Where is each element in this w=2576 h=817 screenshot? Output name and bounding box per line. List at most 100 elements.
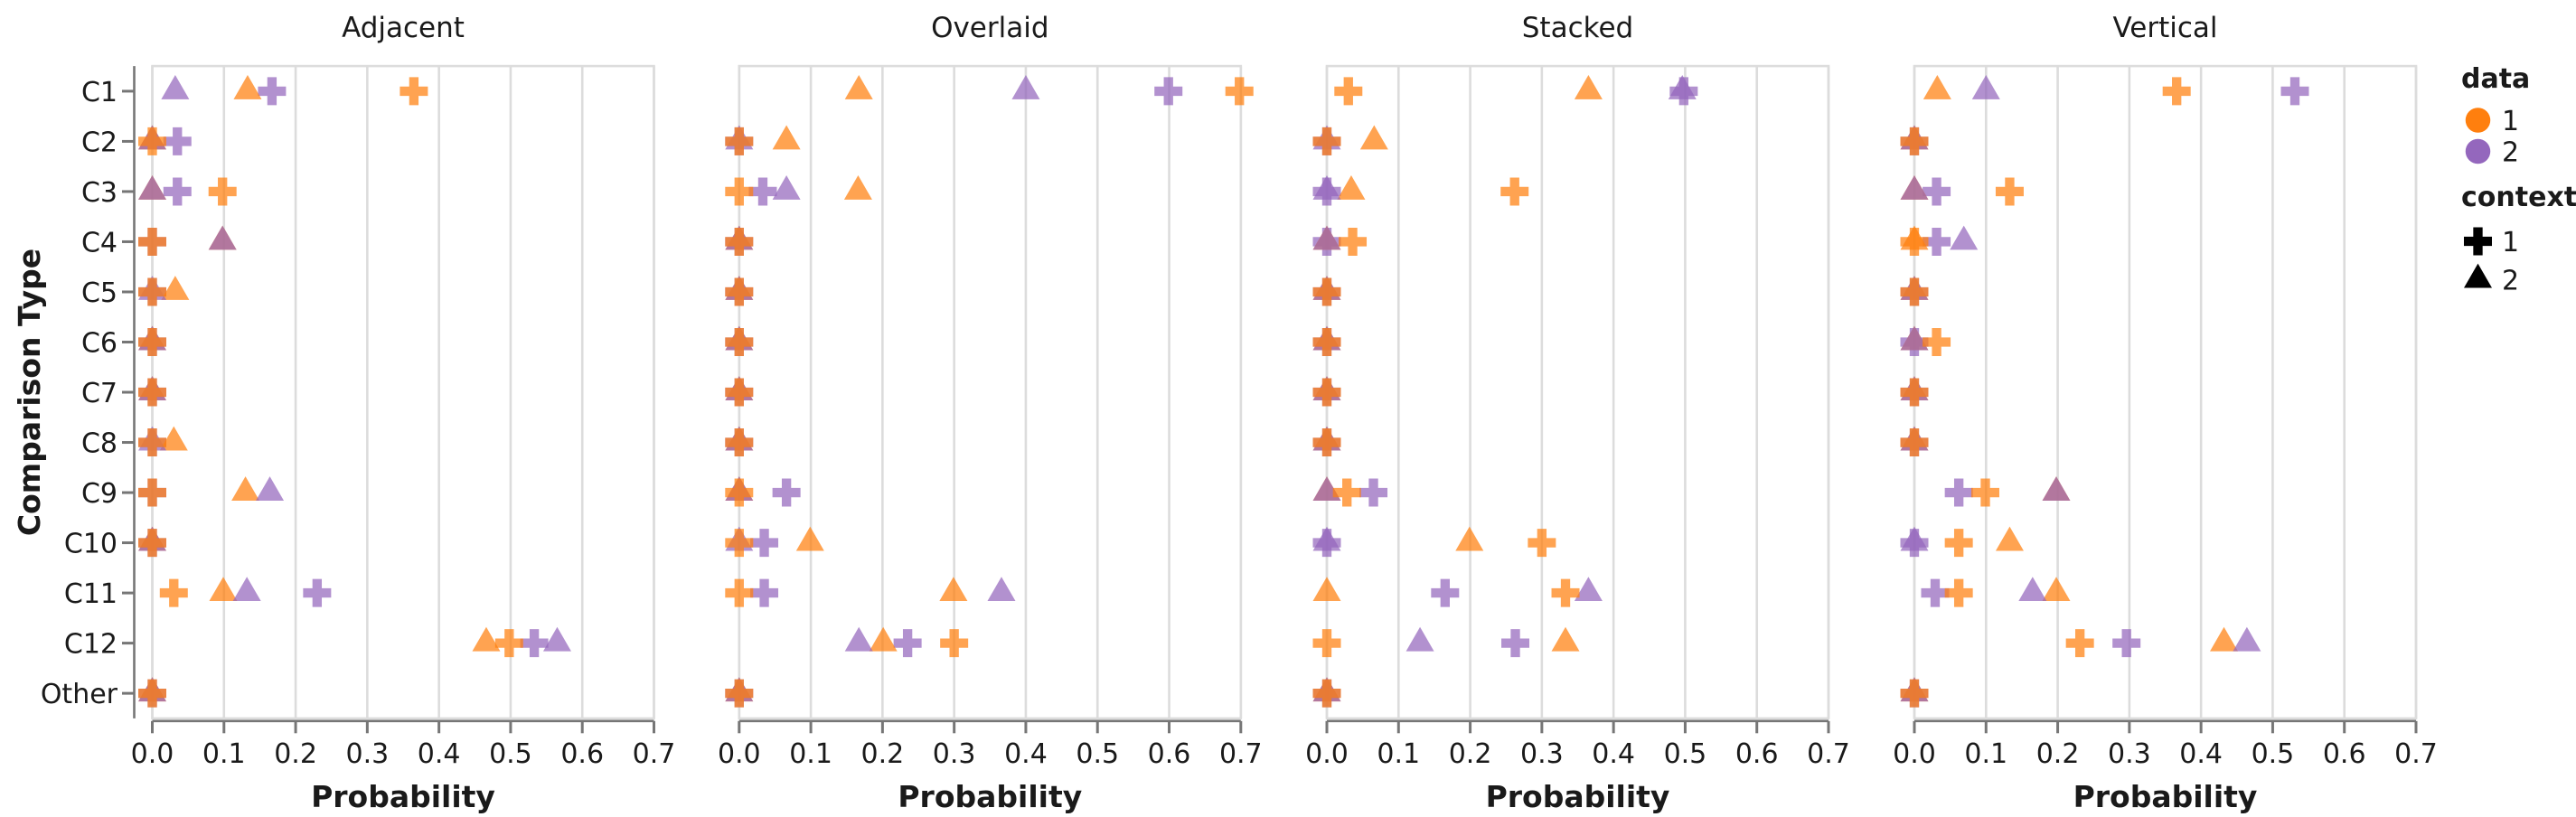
panel-border <box>151 64 655 720</box>
x-tick-label: 0.1 <box>789 738 832 770</box>
data-point-plus <box>1923 227 1951 256</box>
data-point-triangle <box>2233 626 2261 652</box>
data-point-plus <box>1312 679 1341 708</box>
data-point-triangle <box>138 175 166 200</box>
data-point-triangle <box>208 225 237 250</box>
x-tick-label: 0.5 <box>1076 738 1119 770</box>
data-point-triangle <box>256 476 285 502</box>
x-tick-label: 0.3 <box>345 738 389 770</box>
series-data2_context2 <box>1900 75 2261 702</box>
data-point-triangle <box>161 276 190 300</box>
facet-title: Overlaid <box>931 12 1048 44</box>
x-tick-label: 0.6 <box>1735 738 1779 770</box>
x-axis-label: Probability <box>2073 779 2258 813</box>
x-tick-label: 0.3 <box>2108 738 2151 770</box>
data-point-plus <box>138 428 166 457</box>
panel-vertical: Vertical 0.0 0.1 0.2 0.3 0.4 0.5 0.6 0.7 Probabil… <box>1893 12 2438 814</box>
x-tick-label: 0.1 <box>1377 738 1420 770</box>
data-point-triangle <box>844 75 873 99</box>
x-tick-label: 0.4 <box>1004 738 1048 770</box>
data-point-plus <box>2280 77 2309 106</box>
data-point-plus <box>520 629 549 658</box>
data-point-plus <box>138 328 166 356</box>
data-point-triangle <box>542 626 571 652</box>
data-point-triangle <box>209 577 238 602</box>
data-point-plus <box>1312 428 1341 457</box>
data-point-triangle <box>1337 175 1366 200</box>
data-point-triangle <box>1971 75 2000 99</box>
series-data1_context2 <box>138 75 501 702</box>
x-tick-label: 0.4 <box>1592 738 1635 770</box>
data-point-plus <box>1900 679 1929 708</box>
data-point-triangle <box>869 626 898 652</box>
data-point-plus <box>2065 629 2094 658</box>
data-point-triangle <box>1406 626 1434 652</box>
data-point-plus <box>138 227 166 256</box>
data-point-plus <box>138 478 166 507</box>
legend-plus-icon <box>2464 227 2492 256</box>
data-point-plus <box>163 127 192 155</box>
legend-label: 2 <box>2502 266 2519 297</box>
data-point-triangle <box>987 577 1016 602</box>
data-point-plus <box>159 578 188 607</box>
data-point-triangle <box>233 75 262 99</box>
data-point-plus <box>748 177 777 206</box>
data-point-plus <box>400 77 428 106</box>
data-point-triangle <box>2018 577 2047 602</box>
data-point-plus <box>1312 629 1341 658</box>
data-point-plus <box>940 629 969 658</box>
series-data1_context2 <box>1312 75 1603 702</box>
panel-border <box>1913 64 2418 720</box>
data-point-plus <box>1312 328 1341 356</box>
legend-label: 1 <box>2502 106 2519 137</box>
x-axis-label: Probability <box>898 779 1082 813</box>
data-point-triangle <box>1668 75 1697 99</box>
data-point-triangle <box>939 577 968 602</box>
data-point-plus <box>1551 578 1580 607</box>
y-tick-label: C8 <box>81 428 118 460</box>
data-point-plus <box>208 177 237 206</box>
data-point-plus <box>1970 478 1999 507</box>
data-point-triangle <box>2042 577 2071 602</box>
data-point-triangle <box>1312 225 1341 250</box>
x-tick-label: 0.2 <box>2036 738 2080 770</box>
data-point-plus <box>1995 177 2024 206</box>
series-data2_context1 <box>138 77 549 708</box>
data-point-plus <box>1339 227 1368 256</box>
data-point-plus <box>1900 127 1929 155</box>
x-tick-label: 0.0 <box>718 738 761 770</box>
data-point-triangle <box>1995 526 2024 551</box>
data-point-triangle <box>161 75 190 99</box>
facet-title: Vertical <box>2112 12 2217 44</box>
data-point-plus <box>1944 529 1973 558</box>
data-point-plus <box>725 478 754 507</box>
panels-group: Adjacent 0.0 0.1 0.2 0.3 0.4 0.5 0.6 0.7 Probabil… <box>41 12 2438 814</box>
data-point-triangle <box>2042 476 2071 502</box>
data-point-plus <box>1225 77 1254 106</box>
y-tick-label: C11 <box>64 578 118 610</box>
data-point-triangle <box>795 526 824 551</box>
data-point-triangle <box>1923 75 1951 99</box>
y-tick-label: C1 <box>81 77 118 108</box>
data-point-triangle <box>1011 75 1040 99</box>
x-tick-label: 0.3 <box>933 738 976 770</box>
data-point-plus <box>750 578 779 607</box>
x-tick-label: 0.0 <box>131 738 174 770</box>
data-point-triangle <box>1950 225 1979 250</box>
data-point-plus <box>750 529 779 558</box>
data-point-plus <box>1500 177 1529 206</box>
panel-border <box>1325 64 1830 720</box>
data-point-plus <box>1921 578 1950 607</box>
data-point-triangle <box>159 426 188 451</box>
y-tick-label: C4 <box>81 227 118 258</box>
series-data1_context2 <box>725 75 968 702</box>
data-point-plus <box>163 177 192 206</box>
x-tick-label: 0.2 <box>861 738 905 770</box>
legend-title-data: data <box>2461 63 2530 95</box>
data-point-plus <box>725 127 754 155</box>
data-point-triangle <box>231 476 260 502</box>
y-tick-label: C2 <box>81 127 118 158</box>
x-tick-label: 0.7 <box>633 738 676 770</box>
